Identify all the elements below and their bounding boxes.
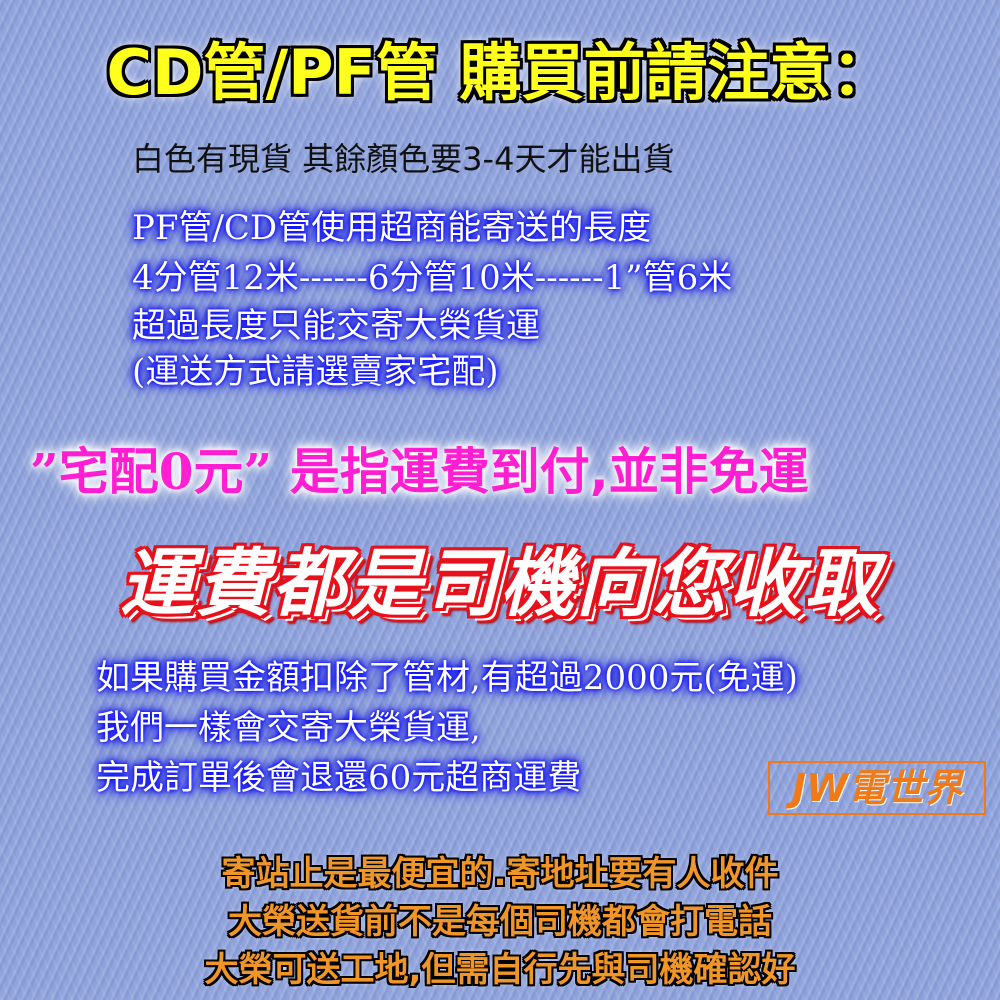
refund-note-line: 如果購買金額扣除了管材,有超過2000元(免運): [96, 658, 798, 698]
zero-fee-quoted: ”宅配0元”: [30, 442, 273, 501]
stock-note: 白色有現貨 其餘顏色要3-4天才能出貨: [132, 140, 675, 178]
shipping-length-line: 4分管12米------6分管10米------1”管6米: [132, 258, 733, 298]
delivery-note-line: 寄站止是最便宜的.寄地址要有人收件: [221, 854, 779, 894]
refund-note-line: 完成訂單後會退還60元超商運費: [96, 758, 582, 798]
zero-fee-rest: 是指運費到付,並非免運: [289, 443, 809, 501]
delivery-note-line: 大榮可送工地,但需自行先與司機確認好: [204, 950, 796, 990]
shipping-length-line: PF管/CD管使用超商能寄送的長度: [132, 208, 652, 248]
zero-fee-warning: ”宅配0元” 是指運費到付,並非免運: [30, 432, 809, 504]
refund-note-line: 我們一樣會交寄大榮貨運,: [96, 708, 481, 748]
shipping-length-line: 超過長度只能交寄大榮貨運: [132, 306, 540, 346]
driver-collect-banner: 運費都是司機向您收取: [120, 541, 880, 627]
store-logo: JW電世界: [768, 761, 986, 815]
shipping-length-line: (運送方式請選賣家宅配): [132, 352, 499, 392]
notice-title: CD管/PF管 購買前請注意：: [106, 36, 894, 109]
delivery-note-line: 大榮送貨前不是每個司機都會打電話: [228, 902, 772, 942]
